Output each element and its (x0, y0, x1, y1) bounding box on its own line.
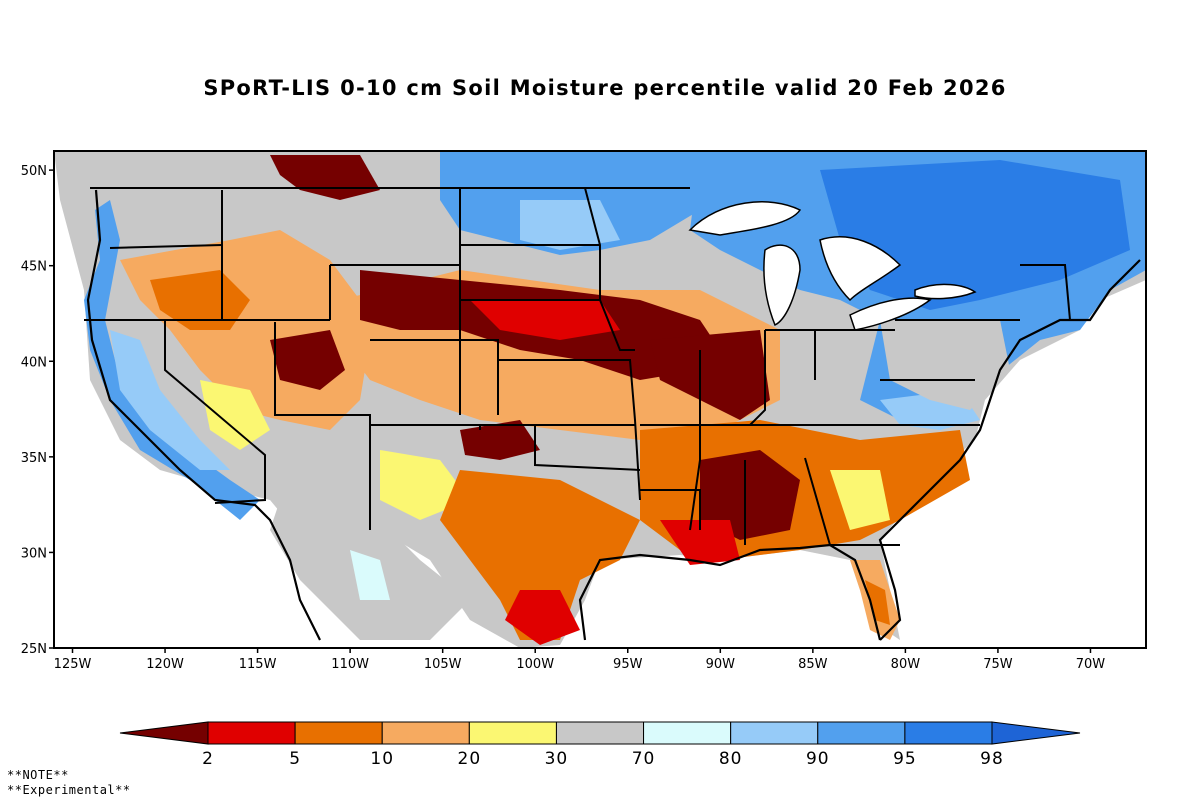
legend-label: 2 (202, 749, 214, 769)
lat-tick-label: 30N (21, 546, 47, 561)
legend-swatch (555, 721, 645, 745)
coastline (86, 189, 1141, 641)
lon-tick-label: 95W (613, 657, 643, 672)
legend-swatch (730, 721, 819, 745)
legend-label: 20 (458, 749, 482, 769)
legend-label: 70 (632, 749, 656, 769)
map-title: SPoRT-LIS 0-10 cm Soil Moisture percenti… (203, 76, 1007, 100)
legend-swatch (381, 721, 470, 745)
great-lakes (688, 201, 977, 331)
legend-swatch-below-min (119, 721, 209, 745)
lon-tick-label: 120W (146, 657, 184, 672)
legend-swatch (468, 721, 557, 745)
legend-label: 95 (893, 749, 917, 769)
experimental-label: **Experimental** (7, 783, 131, 797)
soil-moisture-field (54, 151, 1146, 648)
plot-frame (53, 150, 1147, 649)
legend-swatch (643, 721, 732, 745)
lat-tick-label: 25N (21, 642, 47, 657)
lon-tick-label: 85W (798, 657, 828, 672)
lat-tick-label: 45N (21, 260, 47, 275)
lon-tick-label: 115W (239, 657, 277, 672)
lon-tick-label: 90W (706, 657, 736, 672)
legend-swatch-above-max (991, 721, 1081, 745)
legend-swatch (207, 721, 296, 745)
lon-tick-label: 110W (331, 657, 369, 672)
lon-tick-label: 105W (424, 657, 462, 672)
note-label: **NOTE** (7, 768, 69, 782)
legend-label: 10 (370, 749, 394, 769)
lon-tick-label: 125W (54, 657, 92, 672)
lat-tick-label: 35N (21, 451, 47, 466)
color-legend: 2 5 10 20 30 70 80 90 95 98 (119, 721, 1081, 769)
legend-label: 98 (980, 749, 1004, 769)
legend-label: 30 (545, 749, 569, 769)
legend-label: 80 (719, 749, 743, 769)
legend-label: 5 (289, 749, 301, 769)
lat-tick-label: 50N (21, 164, 47, 179)
state-boundaries (84, 187, 1071, 546)
legend-label: 90 (806, 749, 830, 769)
lon-tick-label: 70W (1076, 657, 1106, 672)
lon-tick-label: 80W (891, 657, 921, 672)
lon-tick-label: 100W (516, 657, 554, 672)
longitude-axis: 125W 120W 115W 110W 105W 100W 95W 90W 85W 80W 75W 7… (54, 648, 1106, 672)
latitude-axis: 50N 45N 40N 35N 30N 25N (21, 164, 54, 657)
legend-swatch (294, 721, 383, 745)
legend-swatch (904, 721, 993, 745)
legend-swatch (817, 721, 906, 745)
lon-tick-label: 75W (983, 657, 1013, 672)
lat-tick-label: 40N (21, 355, 47, 370)
